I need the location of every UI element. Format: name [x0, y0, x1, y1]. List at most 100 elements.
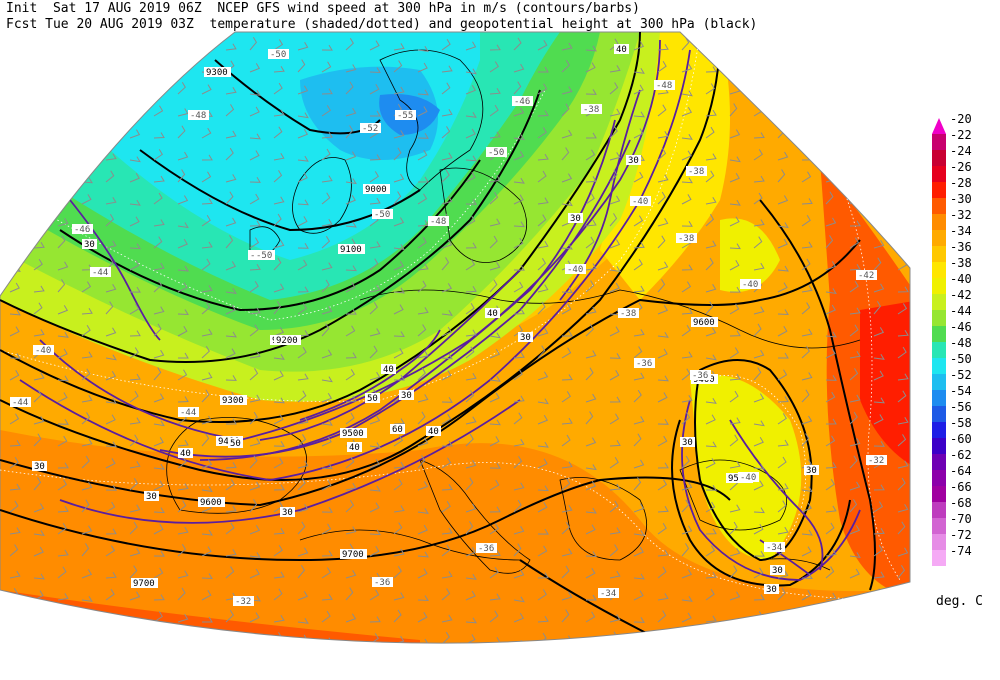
wind-barb	[153, 219, 165, 227]
wind-barb	[393, 461, 405, 469]
wind-barb	[681, 107, 693, 117]
wind-barb	[489, 479, 500, 491]
wind-barb	[393, 505, 405, 513]
wind-barb	[633, 285, 645, 293]
wind-barb	[825, 549, 837, 557]
wind-barb	[849, 455, 858, 469]
wind-barb	[81, 194, 92, 205]
wind-barb	[201, 241, 213, 249]
wind-barb	[201, 215, 211, 227]
wind-barb	[825, 130, 837, 139]
wind-barb	[297, 460, 309, 469]
shade-minus28	[860, 300, 910, 470]
wind-speed-label-box	[626, 155, 641, 165]
wind-barb	[681, 482, 693, 491]
wind-barb	[225, 304, 236, 315]
wind-barb	[153, 236, 163, 249]
wind-barb	[105, 109, 117, 117]
wind-barb	[585, 280, 595, 293]
wind-barb	[777, 238, 788, 249]
wind-barb	[681, 90, 693, 97]
wind-speed-label: 40	[383, 365, 394, 375]
wind-barb	[825, 87, 837, 95]
wind-barb	[705, 301, 714, 315]
legend-item: -22	[932, 128, 972, 150]
wind-barb	[873, 301, 882, 315]
wind-barb	[105, 484, 117, 491]
wind-barb	[297, 618, 309, 624]
wind-barb	[441, 353, 453, 360]
legend-label: -72	[950, 528, 972, 542]
wind-barb	[489, 218, 501, 227]
height-contour-label-box	[131, 578, 158, 588]
wind-barb	[897, 242, 909, 249]
wind-barb	[105, 501, 116, 513]
wind-barb	[753, 637, 765, 644]
wind-barb	[681, 455, 690, 469]
wind-barb	[513, 134, 525, 141]
wind-barb	[321, 593, 333, 601]
wind-barb	[849, 552, 861, 559]
wind-barb	[873, 544, 883, 557]
wind-barb	[33, 389, 42, 403]
temperature-label-box	[764, 542, 785, 552]
wind-barb	[753, 219, 765, 227]
wind-barb	[273, 615, 285, 623]
wind-barb	[105, 571, 117, 579]
wind-barb	[801, 171, 812, 183]
wind-barb	[657, 279, 666, 293]
wind-barb	[705, 327, 717, 337]
wind-barb	[225, 331, 237, 338]
height-contour-label: 9600	[200, 498, 222, 508]
wind-barb	[321, 419, 333, 426]
wind-barb	[825, 479, 835, 491]
wind-barb	[105, 66, 117, 73]
wind-barb	[297, 59, 306, 73]
wind-speed-label-box	[426, 426, 441, 436]
wind-barb	[297, 591, 309, 601]
wind-barb	[849, 525, 861, 535]
wind-barb	[201, 258, 211, 271]
wind-barb	[633, 617, 645, 623]
legend-swatch	[932, 342, 946, 358]
wind-barb	[897, 521, 906, 535]
wind-barb	[705, 257, 714, 271]
wind-barb	[249, 368, 259, 381]
wind-barb	[249, 63, 261, 73]
wind-barb	[657, 174, 669, 183]
wind-barb	[465, 634, 476, 644]
wind-barb	[465, 41, 477, 51]
legend-label: -28	[950, 176, 972, 190]
wind-barb	[657, 610, 667, 623]
wind-barb	[777, 222, 789, 229]
wind-speed-label: 30	[766, 585, 777, 595]
wind-barb	[825, 435, 836, 447]
wind-barb	[249, 133, 261, 140]
wind-barb	[513, 150, 525, 161]
shade-minus40-east	[720, 218, 780, 292]
legend-item: -46	[932, 320, 972, 342]
wind-barb	[897, 85, 909, 95]
wind-barb	[154, 88, 165, 95]
wind-barb	[81, 368, 91, 381]
wind-barb	[657, 549, 669, 557]
wind-barb	[153, 463, 165, 470]
wind-barb	[873, 109, 885, 117]
wind-speed-label-box	[280, 507, 295, 517]
temperature-label: -55	[397, 111, 413, 121]
wind-barb	[369, 371, 381, 381]
wind-barb	[897, 477, 906, 491]
wind-barb	[465, 373, 477, 381]
wind-barb	[873, 370, 884, 381]
wind-barb	[417, 307, 429, 315]
wind-barb	[777, 81, 786, 95]
wind-barb	[345, 151, 357, 161]
wind-barb	[345, 81, 354, 95]
wind-barb	[417, 237, 427, 249]
height-contour-label-box	[340, 428, 367, 438]
wind-barb	[825, 43, 837, 51]
wind-barb	[81, 525, 93, 535]
wind-barb	[201, 345, 210, 359]
wind-barb	[585, 393, 597, 403]
wind-speed-label: 30	[34, 462, 45, 472]
